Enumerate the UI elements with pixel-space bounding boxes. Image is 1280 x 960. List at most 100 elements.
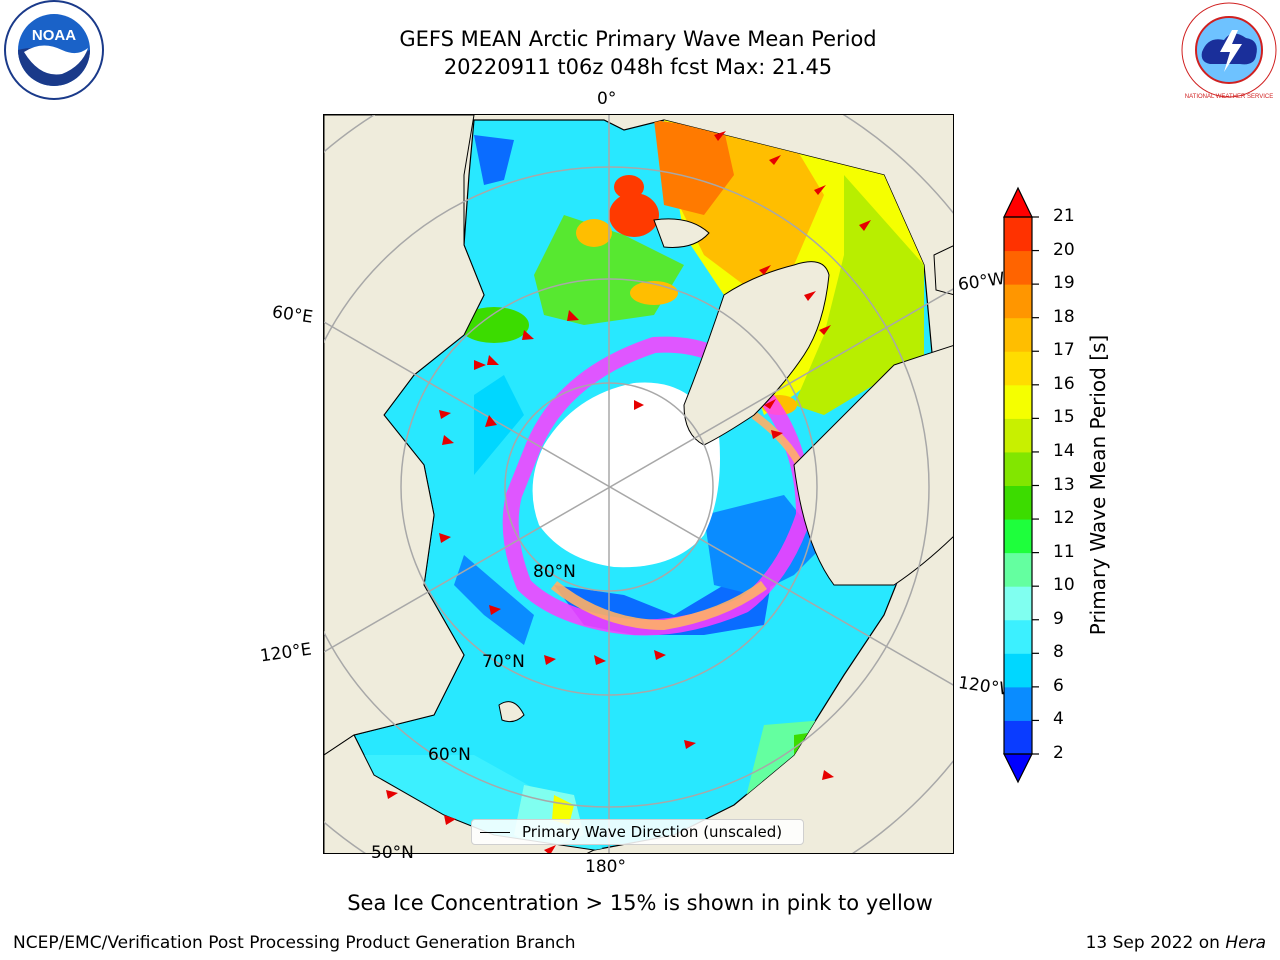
lat-label-70n: 70°N [482, 652, 525, 672]
colorbar-bands [1004, 217, 1032, 755]
colorbar-tick-marks [1032, 216, 1039, 755]
lat-label-50n: 50°N [371, 843, 414, 863]
colorbar-tick-label: 18 [1053, 306, 1075, 327]
colorbar-tick-label: 10 [1053, 575, 1075, 596]
sea-ice-note: Sea Ice Concentration > 15% is shown in … [347, 891, 933, 915]
meridian-120e-60w [324, 288, 953, 653]
wave-direction-arrow [654, 650, 666, 660]
colorbar-band [1004, 451, 1032, 486]
wave-direction-arrow [634, 400, 644, 410]
colorbar-band [1004, 686, 1032, 721]
polar-data-gap [532, 382, 720, 568]
wave-period-13s-region [794, 175, 924, 415]
colorbar-tick-label: 13 [1053, 474, 1075, 495]
sea-ice-band [502, 336, 812, 636]
colorbar-tick-label: 11 [1053, 541, 1075, 562]
wave-direction-arrow [489, 605, 501, 615]
greenland-landmass [793, 345, 953, 586]
colorbar-tick-label: 21 [1053, 206, 1075, 226]
wave-direction-arrow [759, 265, 771, 275]
wave-direction-arrow [485, 415, 497, 427]
wave-direction-arrow [769, 155, 781, 165]
wave-direction-arrow [814, 185, 826, 195]
wave-direction-arrow [822, 770, 834, 780]
lat-label-80n: 80°N [533, 562, 576, 582]
colorbar-band [1004, 720, 1032, 755]
wave-direction-arrow [544, 845, 556, 853]
wave-direction-arrow [442, 435, 454, 445]
colorbar-band [1004, 351, 1032, 386]
noaa-logo: NOAA [4, 0, 104, 100]
colorbar-band [1004, 250, 1032, 285]
colorbar-band [1004, 653, 1032, 688]
colorbar-band [1004, 317, 1032, 352]
colorbar-band [1004, 384, 1032, 419]
wave-direction-arrow [439, 533, 451, 543]
map-frame[interactable] [323, 114, 954, 854]
wave-direction-arrow [804, 291, 816, 301]
wave-direction-arrow [567, 310, 579, 321]
wave-direction-arrow [859, 220, 871, 231]
wave-period-2s-region [474, 135, 514, 185]
wave-direction-arrow [714, 131, 726, 141]
north-america-landmass [683, 261, 830, 446]
colorbar-tick-label: 19 [1053, 273, 1075, 294]
wave-direction-arrow [522, 330, 534, 340]
colorbar-tick-label: 16 [1053, 373, 1075, 394]
date-text: 13 Sep 2022 on [1085, 933, 1220, 953]
nws-logo: NATIONAL WEATHER SERVICE [1181, 2, 1277, 100]
colorbar-over-triangle [1003, 186, 1033, 218]
colorbar-tick-label: 12 [1053, 508, 1075, 529]
colorbar-band [1004, 552, 1032, 587]
wave-direction-arrow [444, 815, 456, 825]
colorbar-band [1004, 485, 1032, 520]
legend-label: Primary Wave Direction (unscaled) [522, 823, 783, 841]
wave-direction-arrow [819, 325, 831, 335]
colorbar-tick-label: 20 [1053, 239, 1075, 260]
wave-direction-arrow [474, 360, 486, 370]
polar-map [324, 115, 953, 853]
colorbar-band [1004, 619, 1032, 654]
colorbar-tick-label: 14 [1053, 440, 1075, 461]
colorbar-tick-label: 9 [1053, 608, 1064, 629]
colorbar-tick-label: 15 [1053, 407, 1075, 428]
lon-label-60e: 60°E [270, 302, 315, 328]
wave-direction-arrow [487, 355, 499, 365]
wave-direction-arrow [684, 740, 696, 749]
colorbar-tick-label: 6 [1053, 675, 1064, 696]
meridian-60e-120w [324, 321, 953, 686]
legend-line-swatch [480, 831, 510, 833]
wave-direction-arrow [594, 655, 606, 665]
alaska-island [653, 218, 710, 248]
colorbar-tick-label: 8 [1053, 642, 1064, 663]
nws-logo-text: NATIONAL WEATHER SERVICE [1185, 94, 1273, 100]
lon-label-0: 0° [597, 89, 617, 109]
wave-direction-arrow [386, 790, 398, 799]
colorbar-band [1004, 284, 1032, 319]
colorbar-tick-label: 4 [1053, 709, 1064, 730]
machine-name: Hera [1225, 933, 1266, 953]
map-title: GEFS MEAN Arctic Primary Wave Mean Perio… [399, 27, 877, 51]
wave-direction-arrow [544, 655, 556, 665]
wave-direction-arrow [771, 430, 783, 439]
map-subtitle: 20220911 t06z 048h fcst Max: 21.45 [443, 55, 833, 79]
credit-branch: NCEP/EMC/Verification Post Processing Pr… [13, 933, 576, 953]
colorbar-band [1004, 418, 1032, 453]
colorbar [1003, 186, 1039, 784]
wave-period-20s-core [609, 193, 659, 237]
credit-date: 13 Sep 2022 on Hera [1086, 933, 1266, 953]
lat-label-60n: 60°N [428, 745, 471, 765]
map-legend: Primary Wave Direction (unscaled) [471, 819, 804, 845]
colorbar-tick-label: 2 [1053, 743, 1064, 763]
colorbar-tick-label: 17 [1053, 340, 1075, 361]
wave-direction-arrows [386, 131, 871, 853]
colorbar-under-triangle [1003, 753, 1033, 784]
noaa-logo-text: NOAA [32, 27, 76, 44]
lon-label-180: 180° [585, 857, 626, 877]
colorbar-band [1004, 586, 1032, 621]
lon-label-120e: 120°E [258, 639, 313, 667]
colorbar-label: Primary Wave Mean Period [s] [1086, 334, 1110, 636]
colorbar-band [1004, 217, 1032, 252]
wave-direction-arrow [764, 399, 776, 409]
wave-direction-arrow [439, 410, 451, 419]
